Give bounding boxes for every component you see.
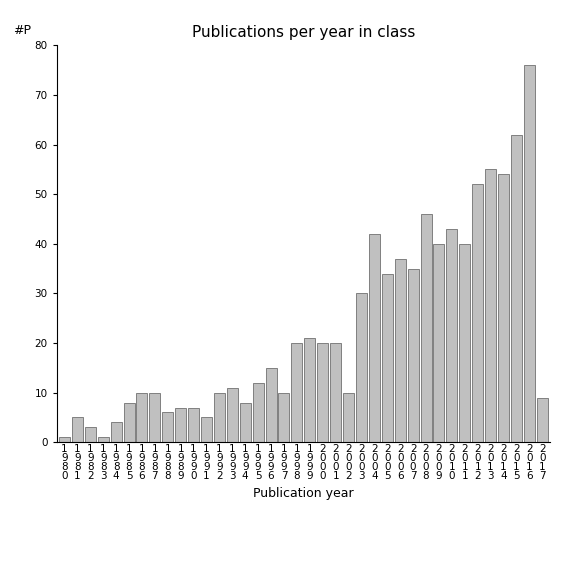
Bar — [278, 393, 290, 442]
Bar — [291, 343, 302, 442]
Bar — [369, 234, 380, 442]
Bar — [317, 343, 328, 442]
Bar — [356, 294, 367, 442]
Bar — [188, 408, 199, 442]
Title: Publications per year in class: Publications per year in class — [192, 25, 415, 40]
Bar — [446, 229, 458, 442]
Y-axis label: #P: #P — [13, 24, 31, 37]
Bar — [98, 437, 109, 442]
Bar — [253, 383, 264, 442]
Bar — [265, 368, 277, 442]
Bar — [511, 135, 522, 442]
X-axis label: Publication year: Publication year — [253, 487, 354, 500]
Bar — [201, 417, 212, 442]
Bar — [227, 388, 238, 442]
Bar — [304, 338, 315, 442]
Bar — [175, 408, 186, 442]
Bar — [162, 413, 174, 442]
Bar — [124, 403, 134, 442]
Bar — [395, 259, 405, 442]
Bar — [330, 343, 341, 442]
Bar — [421, 214, 431, 442]
Bar — [149, 393, 160, 442]
Bar — [524, 65, 535, 442]
Bar — [433, 244, 445, 442]
Bar — [343, 393, 354, 442]
Bar — [111, 422, 121, 442]
Bar — [485, 170, 496, 442]
Bar — [498, 175, 509, 442]
Bar — [59, 437, 70, 442]
Bar — [408, 269, 418, 442]
Bar — [137, 393, 147, 442]
Bar — [240, 403, 251, 442]
Bar — [72, 417, 83, 442]
Bar — [85, 428, 96, 442]
Bar — [382, 274, 393, 442]
Bar — [472, 184, 483, 442]
Bar — [214, 393, 225, 442]
Bar — [459, 244, 470, 442]
Bar — [537, 397, 548, 442]
